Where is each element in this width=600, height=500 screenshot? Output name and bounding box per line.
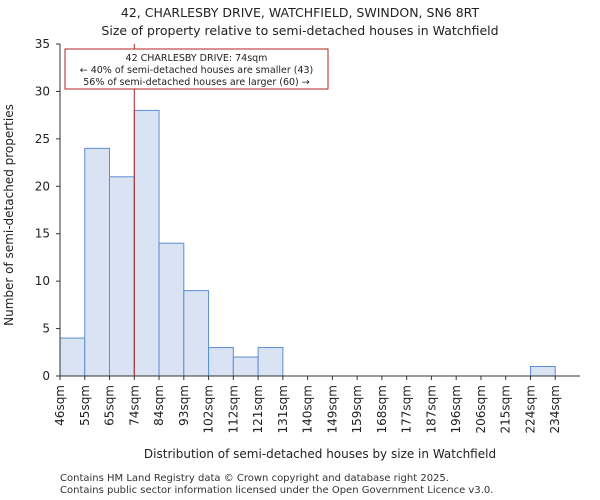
- x-tick-label: 206sqm: [474, 385, 488, 433]
- bar-55sqm: [84, 147, 111, 377]
- bar-74sqm: [133, 109, 160, 377]
- x-tick-label: 149sqm: [325, 385, 339, 433]
- x-axis: 46sqm 55sqm 65sqm 74sqm 84sqm 93sqm 102sqm 112s…: [53, 375, 580, 433]
- x-tick-label: 224sqm: [524, 385, 538, 433]
- x-tick-label: 140sqm: [301, 385, 315, 433]
- y-tick-label: 35: [35, 37, 50, 51]
- x-tick-label: 65sqm: [103, 385, 117, 426]
- annotation-line-2: ← 40% of semi-detached houses are smalle…: [80, 65, 314, 76]
- footer-line-2: Contains public sector information licen…: [60, 485, 494, 496]
- marker-group: 42 CHARLESBY DRIVE: 74sqm← 40% of semi-d…: [64, 44, 329, 376]
- x-tick-label: 74sqm: [127, 385, 141, 426]
- y-axis: 0 5 10 15 20 25 30 35: [35, 37, 61, 383]
- x-tick-label: 121sqm: [251, 385, 265, 433]
- x-tick-label: 177sqm: [400, 385, 414, 433]
- y-tick-label: 5: [42, 322, 50, 336]
- chart-subtitle: Size of property relative to semi-detach…: [101, 23, 498, 38]
- annotation-box: [64, 48, 329, 90]
- y-tick-label: 10: [35, 274, 50, 288]
- x-tick-label: 55sqm: [78, 385, 92, 426]
- bar-121sqm: [257, 347, 284, 377]
- x-tick-label: 112sqm: [226, 385, 240, 433]
- chart-title: 42, CHARLESBY DRIVE, WATCHFIELD, SWINDON…: [121, 5, 480, 20]
- bar-224sqm: [529, 366, 556, 377]
- x-axis-label: Distribution of semi-detached houses by …: [144, 447, 496, 461]
- x-tick-label: 93sqm: [177, 385, 191, 426]
- annotation-line-3: 56% of semi-detached houses are larger (…: [83, 77, 310, 88]
- x-tick-label: 215sqm: [499, 385, 513, 433]
- y-axis-label: Number of semi-detached properties: [2, 104, 16, 326]
- x-tick-label: 196sqm: [449, 385, 463, 433]
- bar-112sqm: [232, 356, 259, 377]
- y-tick-label: 30: [35, 84, 50, 98]
- y-tick-label: 25: [35, 132, 50, 146]
- bar-46sqm: [59, 337, 86, 377]
- bar-93sqm: [183, 290, 210, 377]
- bar-84sqm: [158, 242, 185, 377]
- x-tick-label: 131sqm: [276, 385, 290, 433]
- footer-line-1: Contains HM Land Registry data © Crown c…: [60, 473, 449, 484]
- y-tick-label: 15: [35, 227, 50, 241]
- bars-group: [59, 109, 556, 377]
- y-tick-label: 0: [42, 369, 50, 383]
- x-tick-label: 159sqm: [350, 385, 364, 433]
- x-tick-label: 84sqm: [152, 385, 166, 426]
- x-tick-label: 187sqm: [424, 385, 438, 433]
- x-tick-label: 234sqm: [548, 385, 562, 433]
- bar-65sqm: [109, 176, 135, 377]
- bar-102sqm: [208, 347, 234, 377]
- y-tick-label: 20: [35, 179, 50, 193]
- annotation-line-1: 42 CHARLESBY DRIVE: 74sqm: [126, 53, 268, 64]
- x-tick-label: 102sqm: [202, 385, 216, 433]
- x-tick-label: 46sqm: [53, 385, 67, 426]
- x-tick-label: 168sqm: [375, 385, 389, 433]
